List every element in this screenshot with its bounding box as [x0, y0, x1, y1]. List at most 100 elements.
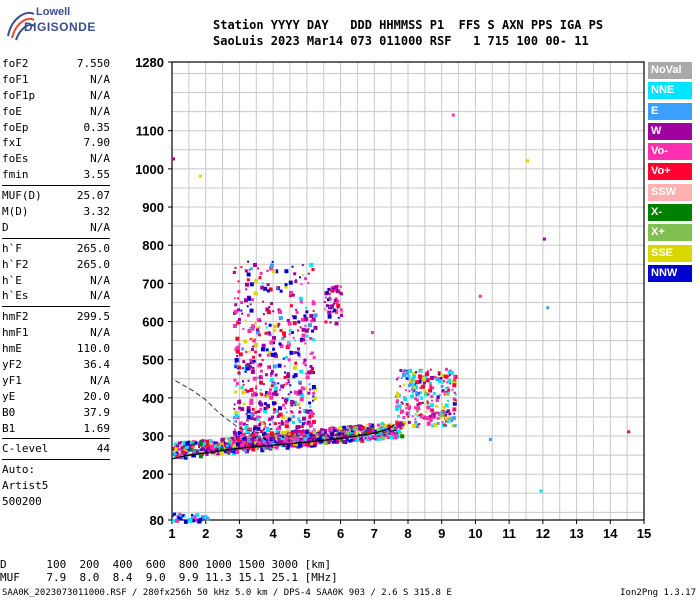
echo-point: [279, 289, 283, 293]
echo-point: [281, 438, 286, 443]
x-tick-label: 14: [603, 526, 618, 541]
echo-point: [349, 430, 352, 433]
echo-point: [239, 426, 243, 430]
echo-point: [333, 308, 336, 311]
echo-point: [301, 327, 306, 332]
y-tick-label: 80: [150, 513, 164, 528]
echo-point: [249, 303, 252, 306]
legend-entry: Vo+: [648, 163, 692, 181]
echo-point: [330, 288, 335, 293]
y-tick-label: 200: [142, 467, 164, 482]
echo-point: [247, 329, 252, 334]
echo-point: [202, 453, 205, 456]
echo-point: [278, 422, 281, 425]
echo-point: [266, 269, 269, 272]
echo-point: [291, 293, 295, 297]
echo-point: [428, 417, 433, 422]
echo-point: [307, 391, 311, 395]
x-tick-label: 7: [371, 526, 378, 541]
param-value: N/A: [90, 373, 110, 387]
echo-point: [290, 410, 293, 413]
echo-point: [365, 437, 370, 442]
echo-point: [328, 297, 332, 301]
echo-point: [403, 396, 408, 401]
echo-point: [283, 375, 287, 379]
echo-point: [342, 429, 345, 432]
polarization-legend: NoVal NNE E W Vo- Vo+ SSW X- X+ SSE NNW: [648, 62, 692, 285]
echo-point: [257, 326, 261, 330]
echo-point: [334, 426, 337, 429]
echo-point: [314, 438, 318, 442]
echo-point: [301, 333, 306, 338]
logo-swirl-icon: [7, 11, 35, 41]
echo-point: [270, 369, 274, 373]
echo-point: [314, 432, 319, 437]
echo-point: [299, 425, 302, 428]
echo-point: [183, 519, 188, 524]
echo-point: [307, 443, 311, 447]
echo-point: [453, 378, 457, 382]
echo-point: [289, 304, 293, 308]
param-value: 7.550: [76, 57, 110, 70]
echo-point: [267, 403, 270, 406]
echo-point: [240, 407, 245, 412]
echo-point: [304, 328, 309, 333]
legend-entry: NoVal: [648, 62, 692, 79]
echo-point: [239, 433, 243, 437]
echo-point: [260, 429, 263, 432]
echo-point: [249, 308, 254, 313]
echo-point: [298, 443, 303, 448]
echo-point: [233, 432, 238, 437]
echo-point: [274, 269, 279, 274]
autoscale-line: 500200: [2, 495, 42, 509]
echo-point: [390, 430, 395, 435]
echo-point: [273, 328, 277, 332]
echo-point: [438, 373, 441, 376]
echo-point: [443, 390, 446, 393]
echo-point: [407, 405, 412, 410]
echo-point: [260, 393, 264, 397]
echo-point: [189, 448, 193, 452]
echo-point: [251, 361, 255, 365]
echo-point: [316, 437, 321, 442]
echo-point: [418, 380, 422, 384]
param-name: hmF1: [2, 326, 29, 340]
echo-point: [402, 373, 407, 378]
echo-point: [428, 388, 433, 393]
echo-point: [175, 454, 178, 457]
echo-point: [400, 427, 403, 430]
echo-point: [415, 409, 419, 413]
echo-point: [420, 396, 424, 400]
echo-point: [432, 391, 436, 395]
echo-point: [234, 414, 239, 419]
echo-point: [199, 517, 203, 521]
echo-point: [312, 395, 315, 398]
echo-point: [259, 369, 263, 373]
echo-point: [366, 427, 369, 430]
echo-point: [294, 429, 299, 434]
echo-point: [299, 337, 302, 340]
echo-point: [363, 431, 368, 436]
echo-point: [443, 414, 447, 418]
echo-point: [246, 427, 250, 431]
echo-point: [271, 401, 276, 406]
param-value: 0.35: [83, 120, 111, 134]
echo-point: [305, 306, 308, 309]
echo-point: [198, 174, 202, 178]
echo-point: [425, 410, 428, 413]
echo-point: [299, 339, 303, 343]
echo-point: [280, 444, 284, 448]
echo-point: [262, 443, 267, 448]
echo-point: [299, 369, 304, 374]
echo-point: [264, 393, 269, 398]
echo-point: [259, 416, 262, 419]
echo-point: [233, 420, 236, 423]
echo-point: [405, 413, 408, 416]
echo-point: [284, 269, 289, 274]
echo-point: [277, 437, 280, 440]
echo-point: [188, 518, 193, 523]
echo-point: [445, 386, 449, 390]
echo-point: [299, 326, 302, 329]
param-row: yF2 36.4: [2, 357, 110, 373]
echo-point: [214, 443, 218, 447]
